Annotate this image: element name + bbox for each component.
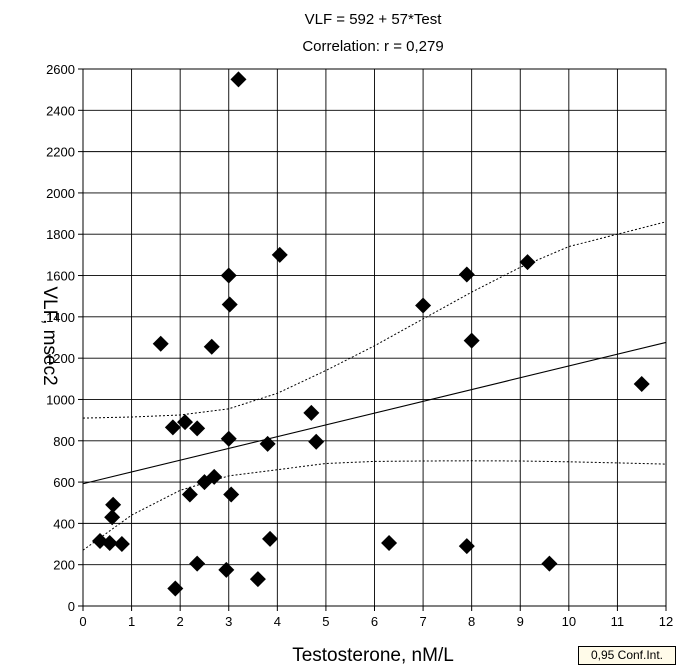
x-tick-label: 9 bbox=[517, 614, 524, 629]
x-axis-title: Testosterone, nM/L bbox=[292, 645, 454, 666]
chart-title: VLF = 592 + 57*Test bbox=[305, 11, 443, 28]
data-point bbox=[181, 486, 198, 503]
y-tick-label: 0 bbox=[68, 599, 75, 614]
x-tick-label: 12 bbox=[659, 614, 673, 629]
data-point bbox=[541, 555, 558, 572]
grid bbox=[78, 68, 667, 611]
data-point bbox=[458, 266, 475, 283]
x-tick-label: 10 bbox=[562, 614, 576, 629]
data-point bbox=[164, 419, 181, 436]
data-point bbox=[206, 468, 223, 485]
data-point bbox=[221, 296, 238, 313]
upper-confidence-curve bbox=[82, 221, 667, 419]
x-tick-label: 4 bbox=[274, 614, 281, 629]
data-point bbox=[249, 571, 266, 588]
y-tick-label: 1800 bbox=[46, 227, 75, 242]
x-tick-label: 2 bbox=[177, 614, 184, 629]
data-point bbox=[104, 509, 121, 526]
data-point bbox=[415, 297, 432, 314]
data-point bbox=[113, 536, 130, 553]
y-tick-label: 400 bbox=[53, 516, 75, 531]
y-tick-label: 2200 bbox=[46, 145, 75, 160]
data-point bbox=[308, 433, 325, 450]
data-point bbox=[203, 338, 220, 355]
y-tick-label: 1000 bbox=[46, 392, 75, 407]
x-tick-label: 7 bbox=[419, 614, 426, 629]
data-points bbox=[92, 71, 650, 597]
x-tick-label: 3 bbox=[225, 614, 232, 629]
regression-line bbox=[82, 341, 667, 485]
data-point bbox=[218, 561, 235, 578]
y-tick-label: 1600 bbox=[46, 269, 75, 284]
data-point bbox=[189, 420, 206, 437]
y-tick-label: 2000 bbox=[46, 186, 75, 201]
data-point bbox=[230, 71, 247, 88]
y-tick-label: 1200 bbox=[46, 351, 75, 366]
data-point bbox=[259, 435, 276, 452]
data-point bbox=[458, 538, 475, 555]
plot-frame bbox=[82, 68, 667, 607]
y-tick-label: 1400 bbox=[46, 310, 75, 325]
x-tick-label: 1 bbox=[128, 614, 135, 629]
data-point bbox=[303, 404, 320, 421]
y-tick-label: 200 bbox=[53, 558, 75, 573]
y-tick-label: 2400 bbox=[46, 103, 75, 118]
data-point bbox=[152, 335, 169, 352]
data-point bbox=[105, 496, 122, 513]
x-tick-label: 8 bbox=[468, 614, 475, 629]
data-point bbox=[223, 486, 240, 503]
x-tick-label: 5 bbox=[322, 614, 329, 629]
data-point bbox=[177, 414, 194, 431]
data-point bbox=[519, 254, 536, 271]
data-point bbox=[381, 535, 398, 552]
y-tick-label: 800 bbox=[53, 434, 75, 449]
y-axis-title: VLF, msec2 bbox=[39, 286, 60, 385]
chart-subtitle: Correlation: r = 0,279 bbox=[302, 38, 443, 55]
legend-confidence-interval: 0,95 Conf.Int. bbox=[578, 646, 676, 665]
data-point bbox=[101, 535, 118, 552]
y-tick-label: 600 bbox=[53, 475, 75, 490]
data-point bbox=[189, 555, 206, 572]
data-point bbox=[220, 267, 237, 284]
y-tick-label: 2600 bbox=[46, 62, 75, 77]
data-point bbox=[167, 580, 184, 597]
x-tick-label: 0 bbox=[79, 614, 86, 629]
data-point bbox=[633, 375, 650, 392]
x-tick-label: 11 bbox=[611, 614, 625, 629]
data-point bbox=[262, 530, 279, 547]
data-point bbox=[220, 430, 237, 447]
regression-lines bbox=[82, 221, 667, 551]
x-tick-label: 6 bbox=[371, 614, 378, 629]
data-point bbox=[271, 246, 288, 263]
data-point bbox=[463, 332, 480, 349]
tick-labels: 0 1 2 3 4 5 6 7 8 9 10 11 12020040060080010001200140… bbox=[46, 62, 673, 629]
